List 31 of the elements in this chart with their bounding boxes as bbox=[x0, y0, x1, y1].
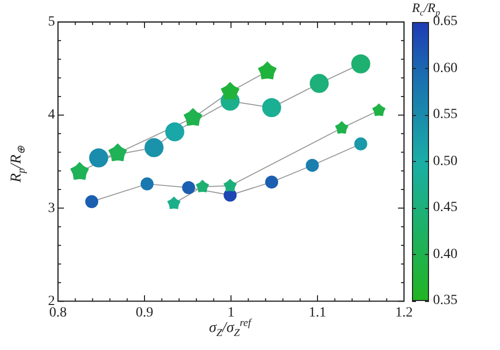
point bbox=[182, 181, 196, 194]
x-tick-label: 0.8 bbox=[49, 305, 67, 320]
color-bar-label: 0.60 bbox=[433, 60, 458, 77]
point bbox=[372, 104, 386, 116]
point bbox=[220, 82, 240, 100]
point bbox=[354, 137, 368, 150]
point bbox=[70, 162, 89, 180]
point bbox=[85, 195, 98, 208]
y-tick-label: 3 bbox=[48, 200, 55, 216]
color-bar-title: R$_{c}$/R$_{p}$ bbox=[412, 0, 440, 18]
color-bar-label: 0.35 bbox=[433, 293, 458, 310]
color-bar-label: 0.50 bbox=[433, 154, 458, 170]
point bbox=[258, 62, 277, 80]
point bbox=[140, 177, 154, 190]
point bbox=[165, 122, 184, 142]
x-tick-label: 1 bbox=[228, 305, 234, 320]
point bbox=[265, 176, 278, 189]
point bbox=[306, 158, 319, 172]
point bbox=[262, 98, 282, 118]
point bbox=[89, 148, 108, 168]
point bbox=[108, 144, 127, 162]
color-bar-label: 0.45 bbox=[433, 200, 458, 216]
color-bar-label: 0.55 bbox=[433, 107, 458, 124]
color-bar-label: 0.40 bbox=[433, 246, 458, 263]
x-tick-label: 1.1 bbox=[308, 305, 326, 320]
y-tick-label: 4 bbox=[48, 108, 55, 123]
x-tick-label: 1.2 bbox=[395, 305, 413, 320]
point bbox=[144, 138, 164, 158]
y-tick-label: 5 bbox=[48, 14, 55, 30]
point bbox=[335, 121, 348, 134]
x-tick-label: 0.9 bbox=[136, 305, 154, 320]
